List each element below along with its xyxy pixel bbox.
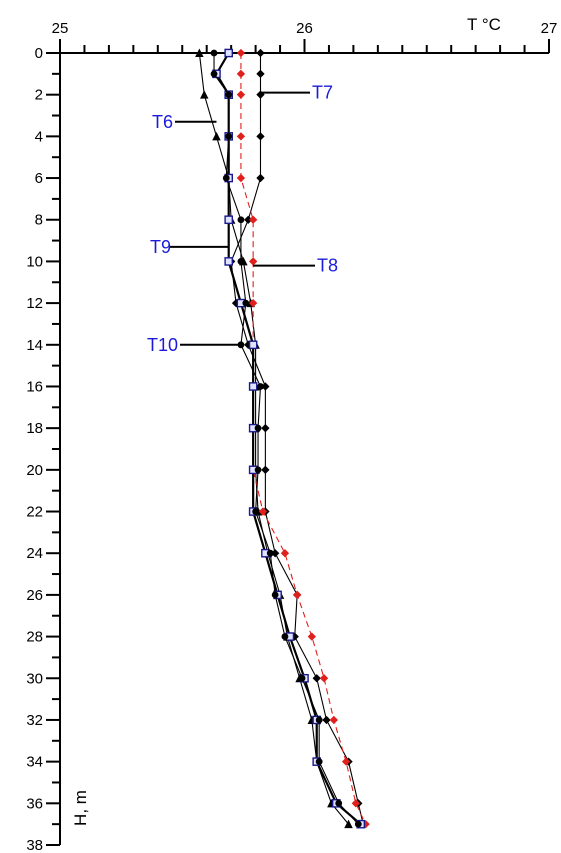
series-T6 xyxy=(195,48,353,829)
y-tick-label: 0 xyxy=(35,45,43,62)
series-T9 xyxy=(212,48,366,829)
y-tick-label: 4 xyxy=(35,128,43,145)
data-point-T10 xyxy=(354,820,362,828)
data-point-T10 xyxy=(254,466,262,474)
series-line-T7 xyxy=(230,53,364,825)
data-point-T8 xyxy=(236,90,246,99)
data-point-T6 xyxy=(200,90,209,99)
data-point-T10 xyxy=(210,70,218,78)
data-point-T10 xyxy=(298,674,306,682)
data-point-T8 xyxy=(319,674,329,683)
callout-label-T9: T9 xyxy=(150,237,171,257)
y-tick-label: 36 xyxy=(26,795,43,812)
data-point-T10 xyxy=(225,132,233,140)
data-point-T7 xyxy=(261,465,270,475)
x-tick-label: 27 xyxy=(541,20,558,37)
data-point-T7 xyxy=(261,423,270,433)
series-line-T9 xyxy=(215,52,362,825)
data-point-T7 xyxy=(256,69,265,79)
y-tick-label: 18 xyxy=(26,420,43,437)
series-line-T6 xyxy=(198,52,349,825)
callout-label-T8: T8 xyxy=(317,256,338,276)
data-point-T6 xyxy=(212,131,221,141)
y-tick-label: 28 xyxy=(26,629,43,646)
annotations-layer: T6 T7 T8 T9 T10 xyxy=(147,83,338,355)
data-point-T8 xyxy=(236,173,246,183)
y-tick-label: 14 xyxy=(26,337,43,354)
y-tick-label: 26 xyxy=(26,587,43,604)
y-tick-label: 12 xyxy=(26,295,43,312)
data-point-T8 xyxy=(248,257,258,266)
data-point-T8 xyxy=(248,298,258,308)
y-tick-label: 16 xyxy=(26,378,43,395)
data-point-T10 xyxy=(271,591,279,599)
x-tick-label: 25 xyxy=(52,20,69,37)
data-point-T7 xyxy=(256,173,265,183)
data-point-T7 xyxy=(322,715,331,725)
data-point-T8 xyxy=(329,715,339,725)
data-point-T7 xyxy=(312,674,321,683)
data-point-T8 xyxy=(280,549,290,558)
data-point-T9 xyxy=(248,340,258,350)
data-point-T10 xyxy=(210,49,218,57)
data-point-T7 xyxy=(256,48,265,58)
data-point-T10 xyxy=(335,799,343,807)
axes-layer: 25 26 270246810121416182022242628303234363… xyxy=(26,15,557,853)
data-point-T8 xyxy=(341,757,351,766)
data-point-T10 xyxy=(222,174,230,182)
y-axis-title: H, m xyxy=(71,790,90,826)
data-point-T10 xyxy=(266,549,274,557)
data-point-T8 xyxy=(236,132,246,141)
data-point-T8 xyxy=(236,69,246,79)
data-point-T8 xyxy=(236,48,246,58)
callout-label-T7: T7 xyxy=(312,83,333,103)
data-point-T10 xyxy=(225,91,233,99)
y-tick-label: 34 xyxy=(26,754,43,771)
series-T7 xyxy=(226,48,368,829)
series-T10 xyxy=(210,49,362,828)
data-point-T6 xyxy=(195,48,204,57)
data-point-T9 xyxy=(224,215,234,225)
y-tick-label: 10 xyxy=(26,253,43,270)
data-point-T10 xyxy=(254,424,262,432)
data-point-T8 xyxy=(351,799,361,808)
data-point-T10 xyxy=(242,299,250,307)
y-tick-label: 20 xyxy=(26,462,43,479)
data-point-T9 xyxy=(224,48,234,58)
data-point-T10 xyxy=(315,758,323,766)
y-tick-label: 6 xyxy=(35,170,43,187)
data-point-T10 xyxy=(281,633,289,640)
callout-label-T10: T10 xyxy=(147,335,178,355)
x-axis-title: T °C xyxy=(467,15,501,34)
data-point-T10 xyxy=(257,383,264,390)
y-tick-label: 8 xyxy=(35,212,43,229)
data-point-T9 xyxy=(224,257,234,266)
y-tick-label: 38 xyxy=(26,837,43,853)
data-point-T6 xyxy=(344,819,353,829)
data-point-T10 xyxy=(237,216,245,224)
data-point-T8 xyxy=(258,507,268,516)
data-point-T7 xyxy=(256,132,265,141)
callout-label-T6: T6 xyxy=(152,112,173,132)
data-point-T9 xyxy=(248,382,258,391)
data-point-T8 xyxy=(248,215,258,224)
data-point-T8 xyxy=(307,632,317,641)
series-line-T10 xyxy=(213,53,359,825)
y-tick-label: 30 xyxy=(26,670,43,687)
y-tick-label: 22 xyxy=(26,504,43,521)
data-point-T10 xyxy=(237,258,245,265)
data-point-T8 xyxy=(292,590,302,600)
y-tick-label: 24 xyxy=(26,545,43,562)
data-point-T10 xyxy=(252,508,260,515)
y-tick-label: 32 xyxy=(26,712,43,729)
x-tick-label: 26 xyxy=(296,20,313,37)
series-T8 xyxy=(236,48,370,829)
y-tick-label: 2 xyxy=(35,87,43,104)
series-layer xyxy=(195,48,370,829)
series-line-T8 xyxy=(240,53,367,825)
data-point-T10 xyxy=(315,716,323,724)
